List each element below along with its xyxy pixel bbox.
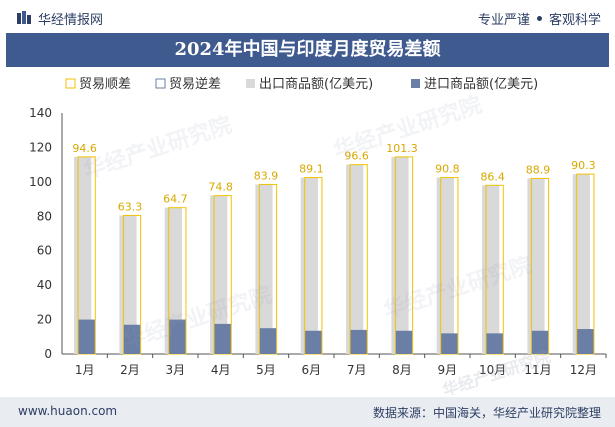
import-bar-5 <box>259 328 277 354</box>
tagline-right: 客观科学 <box>548 13 601 28</box>
footer-website-link[interactable]: www.huaon.com <box>18 404 118 418</box>
import-bar-7 <box>350 329 367 354</box>
legend-swatch-2 <box>246 79 255 88</box>
surplus-data-label-7: 96.6 <box>344 150 369 163</box>
chart-svg: 贸易顺差 贸易逆差 出口商品额(亿美元) 进口商品额(亿美元) 0 20 40 60 80 100… <box>29 76 607 377</box>
import-bar-3 <box>169 319 186 354</box>
y-tick-label-5: 100 <box>29 175 52 189</box>
surplus-data-label-5: 83.9 <box>254 169 279 182</box>
import-bar-9 <box>441 333 458 354</box>
import-bar-2 <box>123 324 141 354</box>
y-tick-label-6: 120 <box>29 140 52 154</box>
export-bar-7 <box>346 164 364 354</box>
legend-label-3: 进口商品额(亿美元) <box>424 77 538 92</box>
y-tick-label-1: 20 <box>37 313 52 327</box>
import-bar-12 <box>577 329 594 354</box>
x-tick-label-6: 6月 <box>302 363 322 377</box>
export-bar-10 <box>482 185 500 354</box>
export-bar-12 <box>572 174 590 354</box>
surplus-data-label-8: 101.3 <box>386 142 418 155</box>
import-bar-4 <box>214 323 231 354</box>
export-bar-8 <box>391 156 409 354</box>
import-bar-10 <box>486 333 503 354</box>
import-bar-6 <box>305 330 322 354</box>
surplus-data-label-4: 74.8 <box>208 181 233 194</box>
surplus-data-label-10: 86.4 <box>480 170 505 183</box>
x-tick-label-7: 7月 <box>347 363 367 377</box>
surplus-data-label-12: 90.3 <box>571 159 596 172</box>
top-bar: 华经情报网 专业严谨 客观科学 <box>0 0 615 36</box>
x-tick-label-10: 10月 <box>479 363 506 377</box>
tagline-left: 专业严谨 <box>477 13 530 28</box>
y-tick-label-2: 40 <box>37 278 52 292</box>
x-tick-label-2: 2月 <box>120 363 140 377</box>
surplus-data-label-3: 64.7 <box>163 193 188 206</box>
x-tick-label-8: 8月 <box>392 363 412 377</box>
legend-label-0: 贸易顺差 <box>79 77 131 92</box>
footer: www.huaon.com 数据来源：中国海关，华经产业研究院整理 <box>0 397 615 427</box>
export-bar-11 <box>527 178 545 354</box>
chart-title: 2024年中国与印度月度贸易差额 <box>174 39 441 60</box>
y-tick-label-4: 80 <box>37 209 52 223</box>
x-tick-label-1: 1月 <box>75 363 95 377</box>
x-tick-label-9: 9月 <box>438 363 458 377</box>
x-tick-label-5: 5月 <box>256 363 276 377</box>
surplus-data-label-9: 90.8 <box>435 163 460 176</box>
legend-swatch-1 <box>155 78 166 89</box>
footer-source: 数据来源：中国海关，华经产业研究院整理 <box>372 406 601 420</box>
tagline: 专业严谨 客观科学 <box>478 9 601 28</box>
title-bar: 2024年中国与印度月度贸易差额 <box>6 33 609 67</box>
x-tick-label-3: 3月 <box>166 363 186 377</box>
export-bar-6 <box>300 177 318 354</box>
import-bar-11 <box>531 330 549 354</box>
import-bar-8 <box>395 330 413 354</box>
legend-swatch-3 <box>411 79 420 88</box>
separator-dot-icon <box>536 16 542 21</box>
legend-label-2: 出口商品额(亿美元) <box>259 77 373 92</box>
surplus-data-label-2: 63.3 <box>118 200 143 213</box>
surplus-data-label-6: 89.1 <box>299 163 324 176</box>
surplus-data-label-11: 88.9 <box>526 163 551 176</box>
legend-label-1: 贸易逆差 <box>169 76 221 92</box>
export-bar-9 <box>436 177 454 354</box>
x-tick-label-4: 4月 <box>211 363 231 377</box>
brand-logo-icon <box>17 11 31 24</box>
surplus-data-label-1: 94.6 <box>72 142 97 155</box>
import-bar-1 <box>78 319 95 354</box>
brand[interactable]: 华经情报网 <box>16 9 104 28</box>
x-tick-label-12: 12月 <box>570 363 597 377</box>
brand-name: 华经情报网 <box>38 12 104 28</box>
chart-area: 贸易顺差 贸易逆差 出口商品额(亿美元) 进口商品额(亿美元) 0 20 40 60 80 100… <box>6 67 609 397</box>
y-tick-label-3: 60 <box>37 244 52 258</box>
y-tick-label-0: 0 <box>44 347 52 361</box>
y-tick-label-7: 140 <box>29 106 52 120</box>
x-tick-label-11: 11月 <box>524 363 551 377</box>
legend-swatch-0 <box>65 78 76 89</box>
